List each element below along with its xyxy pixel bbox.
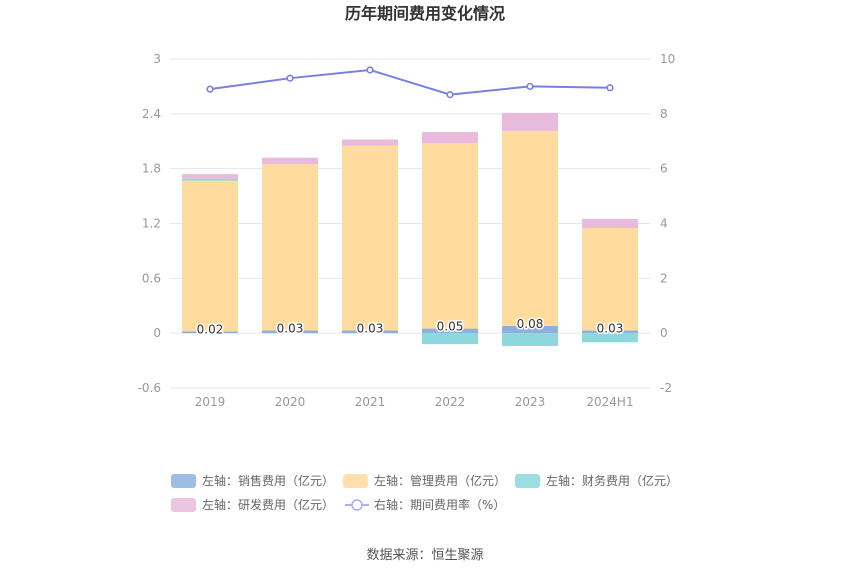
bar-segment bbox=[582, 333, 638, 343]
legend-label: 左轴：管理费用（亿元） bbox=[374, 473, 506, 488]
rate-point bbox=[606, 84, 614, 92]
rate-point bbox=[446, 91, 454, 99]
bar-segment bbox=[182, 331, 238, 334]
bar-segment bbox=[182, 178, 238, 181]
right-tick-label: 10 bbox=[660, 52, 675, 66]
bar-segment bbox=[342, 145, 398, 331]
left-tick-label: -0.6 bbox=[138, 381, 161, 395]
bar-segment bbox=[422, 132, 478, 144]
rate-point bbox=[366, 66, 374, 74]
bar-segment bbox=[262, 330, 318, 334]
legend-item: 左轴：研发费用（亿元） bbox=[171, 497, 334, 512]
left-tick-label: 0.6 bbox=[142, 271, 161, 285]
bar-segment bbox=[582, 218, 638, 229]
legend-swatch bbox=[171, 498, 196, 512]
rate-point bbox=[526, 82, 534, 91]
x-tick-label: 2020 bbox=[275, 395, 306, 409]
bar-segment bbox=[182, 180, 238, 332]
legend: 左轴：销售费用（亿元） 左轴：管理费用（亿元） 左轴：财务费用（亿元） 左轴：研发费用… bbox=[171, 473, 678, 512]
left-axis: -0.6 0 0.6 1.2 1.8 2.4 3 bbox=[138, 52, 161, 395]
gridlines bbox=[170, 58, 650, 389]
legend-label: 左轴：研发费用（亿元） bbox=[202, 497, 334, 512]
bars bbox=[182, 112, 638, 346]
bar-segment bbox=[182, 174, 238, 179]
bar-segment bbox=[502, 333, 558, 346]
legend-item: 左轴：财务费用（亿元） bbox=[515, 473, 678, 488]
legend-line-marker bbox=[351, 499, 363, 511]
bar-segment bbox=[502, 325, 558, 334]
right-tick-label: 4 bbox=[660, 217, 668, 231]
x-tick-label: 2023 bbox=[515, 395, 546, 409]
data-labels: 0.02 0.03 0.03 0.05 0.08 0.03 bbox=[195, 315, 625, 337]
bar-segment bbox=[582, 228, 638, 331]
x-tick-label: 2022 bbox=[435, 395, 466, 409]
bar-segment bbox=[582, 330, 638, 334]
right-tick-label: 8 bbox=[660, 107, 668, 121]
bar-segment bbox=[422, 333, 478, 345]
left-tick-label: 1.8 bbox=[142, 162, 161, 176]
bar-segment bbox=[502, 112, 558, 132]
rate-point bbox=[206, 85, 214, 93]
rate-line-path bbox=[209, 68, 611, 96]
bar-segment bbox=[422, 143, 478, 329]
left-tick-label: 2.4 bbox=[142, 107, 161, 121]
rate-point bbox=[286, 74, 294, 82]
data-label: 0.08 bbox=[517, 317, 544, 331]
data-label: 0.03 bbox=[277, 321, 304, 335]
bar-segment bbox=[422, 328, 478, 334]
legend-swatch bbox=[515, 474, 540, 488]
right-tick-label: 2 bbox=[660, 271, 668, 285]
source-note: 数据来源：恒生聚源 bbox=[366, 548, 483, 563]
bar-segment bbox=[342, 139, 398, 146]
bar-segment bbox=[262, 164, 318, 331]
data-label: 0.03 bbox=[597, 321, 624, 335]
left-tick-label: 1.2 bbox=[142, 217, 161, 231]
chart-title: 历年期间费用变化情况 bbox=[345, 4, 505, 23]
legend-item: 右轴：期间费用率（%） bbox=[345, 497, 505, 512]
rate-line bbox=[206, 66, 614, 99]
legend-item: 左轴：销售费用（亿元） bbox=[171, 473, 334, 488]
x-axis: 2019 2020 2021 2022 2023 2024H1 bbox=[195, 395, 634, 409]
left-tick-label: 3 bbox=[153, 52, 161, 66]
right-tick-label: 0 bbox=[660, 326, 668, 340]
legend-label: 左轴：销售费用（亿元） bbox=[202, 473, 334, 488]
data-label: 0.05 bbox=[437, 320, 464, 334]
legend-swatch bbox=[343, 474, 368, 488]
bar-segment bbox=[342, 330, 398, 334]
right-tick-label: 6 bbox=[660, 162, 668, 176]
x-tick-label: 2021 bbox=[355, 395, 386, 409]
bar-segment bbox=[502, 131, 558, 326]
right-tick-label: -2 bbox=[660, 381, 672, 395]
bar-segment bbox=[262, 157, 318, 165]
legend-swatch bbox=[171, 474, 196, 488]
legend-label: 右轴：期间费用率（%） bbox=[374, 497, 505, 512]
legend-item: 左轴：管理费用（亿元） bbox=[343, 473, 506, 488]
data-label: 0.03 bbox=[357, 321, 384, 335]
x-tick-label: 2019 bbox=[195, 395, 226, 409]
legend-label: 左轴：财务费用（亿元） bbox=[546, 473, 678, 488]
data-label: 0.02 bbox=[197, 322, 224, 336]
x-tick-label: 2024H1 bbox=[586, 395, 633, 409]
right-axis: -2 0 2 4 6 8 10 bbox=[660, 52, 675, 395]
left-tick-label: 0 bbox=[153, 326, 161, 340]
